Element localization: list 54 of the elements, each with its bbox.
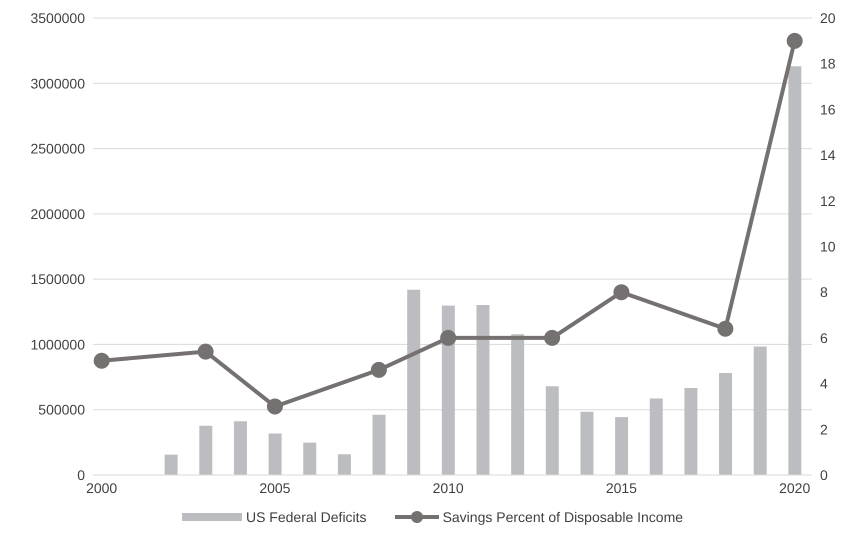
bar — [372, 414, 386, 475]
y-tick-label: 0 — [77, 466, 86, 483]
y2-tick-label: 6 — [820, 330, 828, 346]
point — [198, 344, 214, 360]
y2-tick-label: 10 — [820, 238, 836, 254]
y-tick-label: 3000000 — [30, 75, 86, 92]
bar — [580, 412, 594, 475]
x-tick-label: 2005 — [259, 480, 291, 496]
x-tick-label: 2000 — [86, 480, 118, 496]
point — [370, 362, 387, 378]
bar — [719, 373, 732, 475]
legend-label: US Federal Deficits — [246, 509, 367, 525]
point — [717, 320, 734, 337]
point — [266, 398, 283, 414]
bar — [199, 426, 212, 475]
bar — [442, 306, 455, 475]
y2-tick-label: 16 — [820, 101, 836, 118]
y-tick-label: 500000 — [38, 402, 86, 418]
y2-tick-label: 14 — [820, 147, 836, 164]
bar — [338, 454, 351, 475]
y-tick-label: 2000000 — [30, 206, 86, 222]
y2-tick-label: 12 — [820, 192, 836, 209]
y2-tick-label: 4 — [820, 376, 828, 392]
x-tick-label: 2020 — [779, 480, 810, 496]
y2-tick-label: 20 — [820, 10, 836, 26]
point — [94, 352, 110, 369]
bar — [511, 334, 524, 475]
bar — [164, 454, 178, 475]
x-tick-label: 2010 — [432, 480, 464, 496]
bar — [476, 304, 490, 475]
legend-label: Savings Percent of Disposable Income — [442, 509, 684, 525]
y2-tick-label: 0 — [820, 466, 828, 483]
bar — [268, 433, 282, 475]
bar — [407, 290, 420, 475]
point — [544, 330, 560, 346]
bar — [650, 398, 663, 475]
point — [786, 32, 803, 49]
point — [613, 284, 630, 300]
y-tick-label: 1500000 — [30, 271, 86, 288]
y-tick-label: 3500000 — [30, 10, 86, 26]
bar — [788, 66, 802, 475]
bar — [684, 388, 698, 475]
x-tick-label: 2015 — [606, 480, 638, 496]
bar — [303, 442, 316, 475]
bar — [615, 417, 628, 475]
y2-tick-label: 2 — [820, 421, 828, 438]
point — [440, 330, 456, 346]
y2-tick-label: 18 — [820, 56, 836, 72]
bar — [546, 386, 559, 475]
bar — [754, 346, 767, 475]
y-tick-label: 2500000 — [30, 140, 86, 157]
bar — [234, 421, 247, 475]
y2-tick-label: 8 — [820, 284, 828, 300]
y-tick-label: 1000000 — [30, 336, 86, 352]
